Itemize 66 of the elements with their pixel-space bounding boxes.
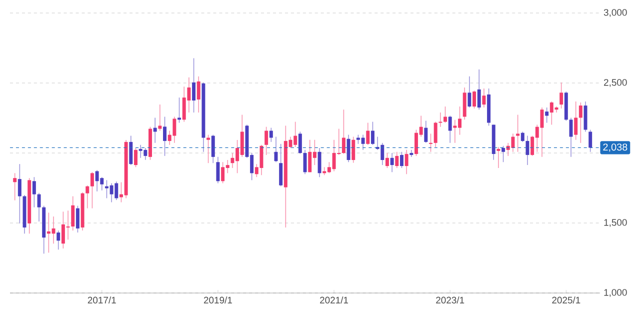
candlestick [366,122,370,146]
candlestick [196,76,200,113]
candlestick [346,134,350,162]
candlestick [404,150,408,175]
candlestick [385,152,389,168]
candlestick [444,106,447,124]
candlestick [496,146,500,168]
x-tick-label: 2019/1 [204,296,232,304]
candlestick [578,102,582,144]
candlestick [86,185,90,209]
candlestick [390,152,394,173]
candlestick [526,135,530,166]
candlestick [370,121,374,146]
candlestick [424,120,428,144]
candlestick [158,104,162,132]
candlestick [56,230,60,250]
candlestick [429,133,432,152]
x-tick-label: 2017/1 [88,296,116,304]
ref-line-label: 2,038 [603,144,628,152]
candlestick [434,121,438,148]
candlestick [298,131,302,154]
candlestick [410,150,414,158]
candlestick [163,116,166,156]
candlestick [279,144,283,187]
candlestick [520,131,524,142]
candlestick [32,176,36,208]
candlestick [13,172,17,201]
candlestick [192,58,196,113]
candlestick [264,126,268,156]
candlestick [502,145,506,162]
candlestick [37,192,41,222]
y-tick-label: 3,000 [604,9,627,17]
candlestick [560,82,564,109]
y-tick-label: 2,500 [604,79,627,87]
candlestick [211,134,215,164]
candlestick [477,69,481,110]
candlestick [352,136,356,164]
x-tick-label: 2021/1 [320,296,348,304]
y-tick-label: 1,000 [604,289,627,297]
candlestick [438,112,442,128]
candlestick [574,101,578,140]
candlestick [76,205,80,233]
candlestick [342,109,346,154]
candlestick [18,164,22,224]
candlestick [448,115,452,144]
candlestick [468,76,472,108]
candlestick [274,136,278,162]
candlestick [400,151,404,168]
candlestick [90,172,94,209]
candlestick [482,88,486,108]
x-tick-label: 2025/1 [552,296,580,304]
candlestick [545,107,549,124]
y-tick-label: 1,500 [604,219,627,227]
candlestick [588,129,592,152]
candlestick [395,151,399,168]
candlestick [269,127,273,142]
candlestick [178,97,182,124]
candlestick [318,148,322,178]
candlestick [134,148,138,168]
candlestick [516,114,520,152]
candlestick [129,135,133,166]
x-tick-label: 2023/1 [436,296,464,304]
candlestick [71,196,75,231]
candlestick [216,156,220,184]
candlestick [206,134,210,164]
candlestick [472,90,476,109]
